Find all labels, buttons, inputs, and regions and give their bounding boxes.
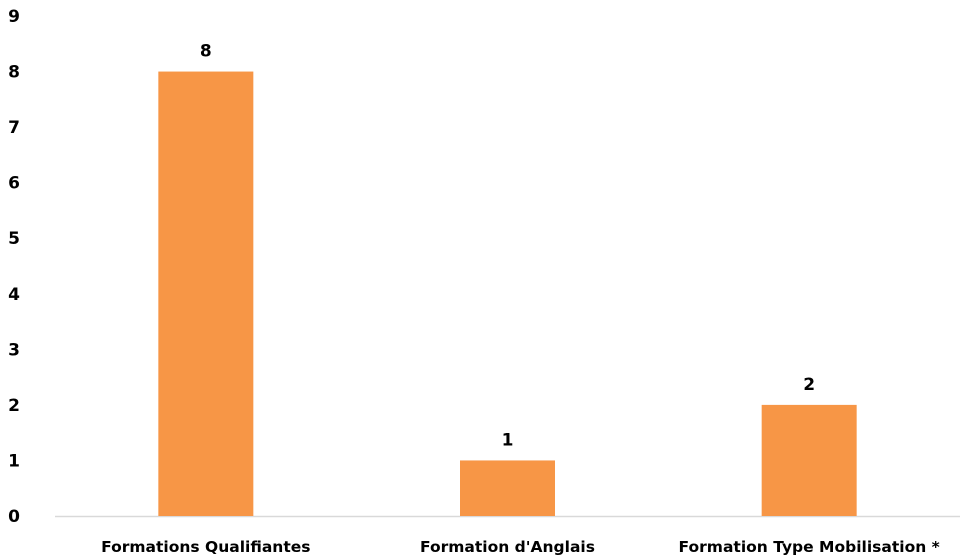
data-label: 2 [803, 375, 815, 395]
data-label: 1 [502, 430, 514, 450]
category-label: Formation Type Mobilisation * [679, 538, 940, 556]
y-tick-label: 2 [8, 396, 20, 416]
bar [460, 460, 555, 516]
data-label: 8 [200, 42, 212, 62]
category-label: Formation d'Anglais [420, 538, 595, 556]
bar [158, 71, 254, 517]
y-axis-ticks: 0 1 2 3 4 5 6 7 8 9 [8, 7, 20, 527]
y-tick-label: 0 [8, 507, 20, 527]
y-tick-label: 8 [8, 63, 20, 83]
category-label: Formations Qualifiantes [101, 538, 310, 556]
y-tick-label: 4 [8, 285, 20, 305]
category-labels-group: Formations Qualifiantes Formation d'Angla… [101, 538, 940, 556]
y-tick-label: 1 [8, 451, 20, 471]
data-labels-group: 8 1 2 [200, 42, 815, 451]
y-tick-label: 3 [8, 340, 20, 360]
y-tick-label: 6 [8, 174, 20, 194]
bar [761, 404, 857, 516]
y-tick-label: 5 [8, 229, 20, 249]
y-tick-label: 9 [8, 7, 20, 27]
y-tick-label: 7 [8, 118, 20, 138]
bars-group [158, 71, 857, 517]
